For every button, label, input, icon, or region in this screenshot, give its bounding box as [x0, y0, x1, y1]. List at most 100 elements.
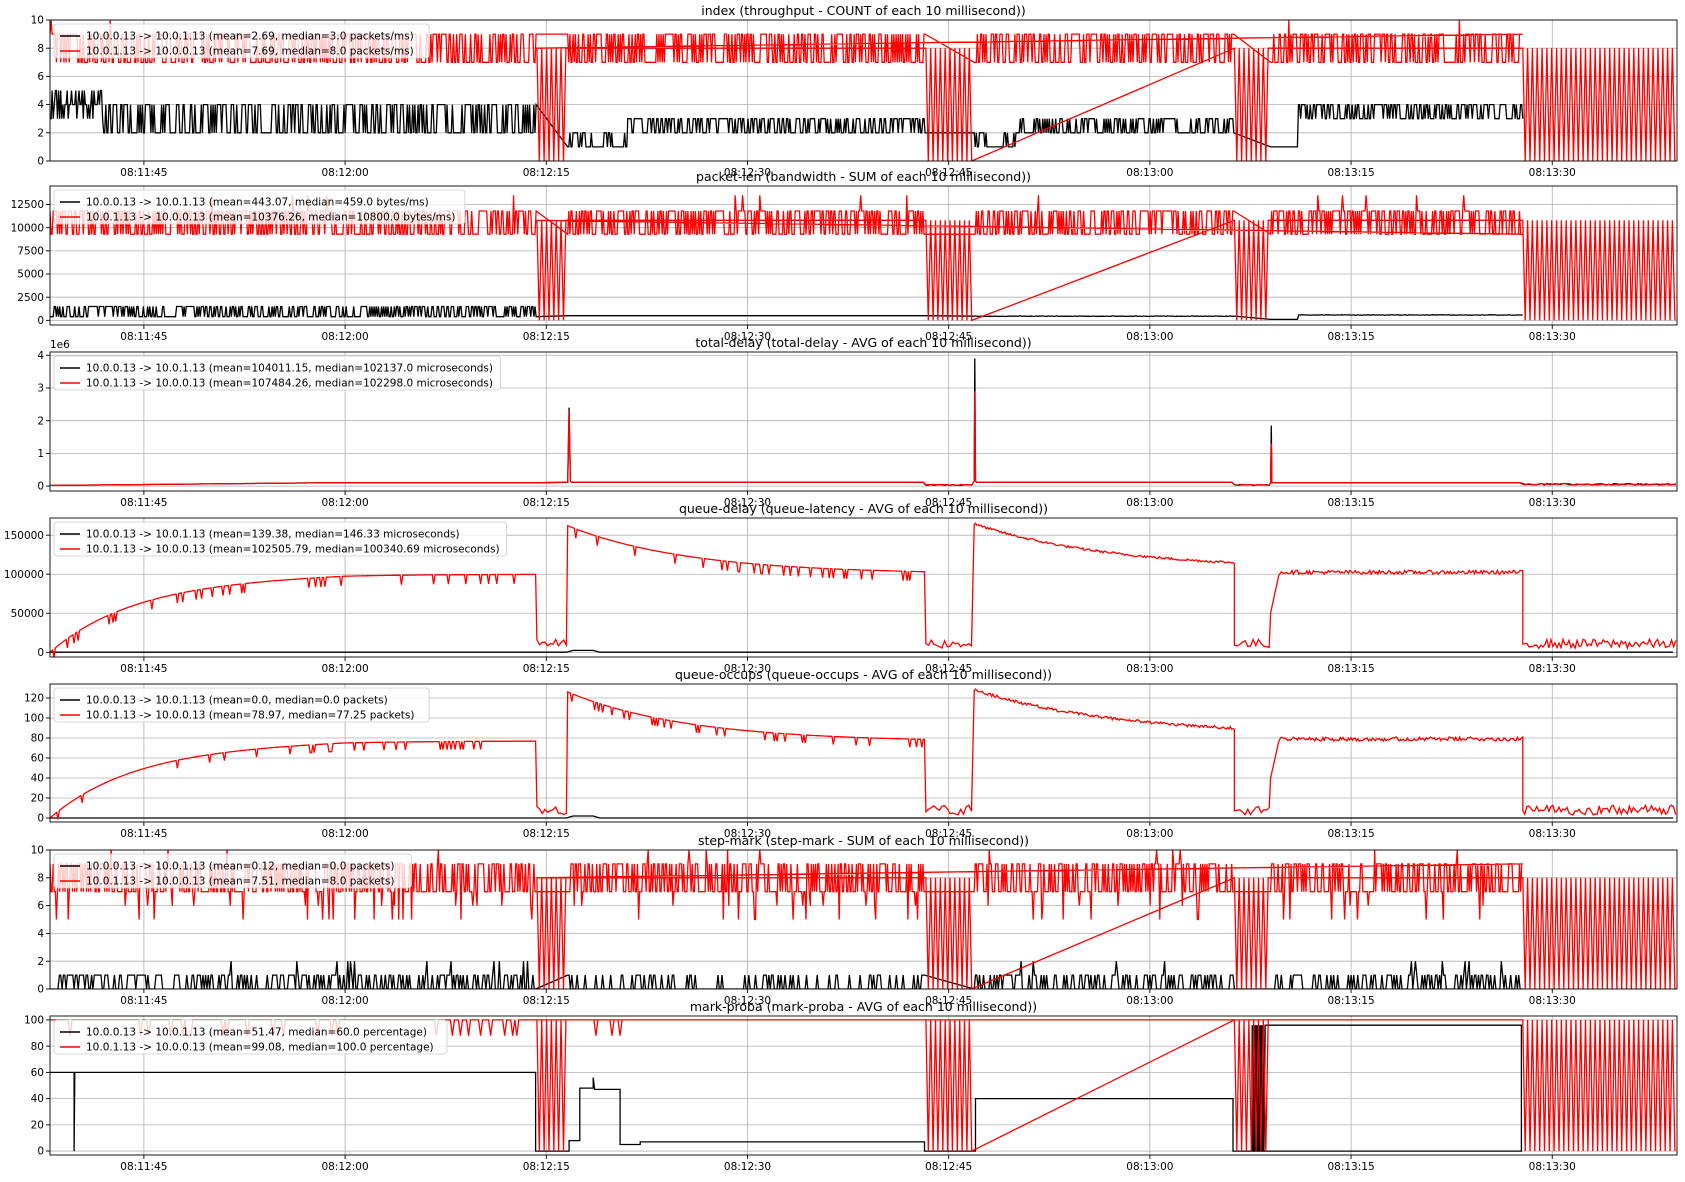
plot-frame	[49, 683, 1678, 823]
x-tick-label: 08:13:15	[1327, 663, 1374, 675]
x-tick-label: 08:12:45	[925, 167, 972, 179]
x-tick-label: 08:13:00	[1126, 497, 1173, 509]
y-tick-label: 4	[37, 928, 44, 940]
legend-entry: 10.0.1.13 -> 10.0.0.13 (mean=99.08, medi…	[86, 1042, 434, 1054]
subplot-6: step-mark (step-mark - SUM of each 10 mi…	[31, 833, 1678, 1007]
x-tick-label: 08:12:00	[322, 663, 369, 675]
y-tick-label: 0	[37, 1146, 44, 1158]
x-tick-label: 08:12:15	[523, 828, 570, 840]
y-tick-label: 4	[37, 99, 44, 111]
x-tick-label: 08:13:30	[1529, 331, 1576, 343]
y-tick-label: 40	[31, 1093, 44, 1105]
x-tick-label: 08:13:15	[1327, 828, 1374, 840]
y-tick-label: 6	[37, 71, 44, 83]
subplot-3: total-delay (total-delay - AVG of each 1…	[37, 335, 1678, 509]
x-tick-label: 08:13:15	[1327, 995, 1374, 1007]
y-tick-label: 100000	[4, 569, 44, 581]
x-tick-label: 08:13:15	[1327, 167, 1374, 179]
subplot-title: queue-occups (queue-occups - AVG of each…	[675, 667, 1052, 682]
y-tick-label: 2500	[17, 292, 44, 304]
y-tick-label: 80	[31, 1041, 44, 1053]
legend-entry: 10.0.0.13 -> 10.0.1.13 (mean=0.12, media…	[86, 861, 394, 873]
x-tick-label: 08:13:30	[1529, 995, 1576, 1007]
y-tick-label: 50000	[11, 608, 44, 620]
legend-entry: 10.0.0.13 -> 10.0.1.13 (mean=139.38, med…	[86, 529, 460, 541]
subplot-1: index (throughput - COUNT of each 10 mil…	[31, 3, 1678, 179]
x-tick-label: 08:11:45	[120, 828, 167, 840]
x-tick-label: 08:13:30	[1529, 663, 1576, 675]
series-line-1	[50, 649, 1673, 653]
y-tick-label: 8	[37, 872, 44, 884]
x-tick-label: 08:12:30	[724, 331, 771, 343]
plot-frame	[49, 185, 1678, 326]
x-tick-label: 08:11:45	[120, 995, 167, 1007]
y-tick-label: 80	[31, 733, 44, 745]
subplot-title: mark-proba (mark-proba - AVG of each 10 …	[690, 999, 1037, 1014]
x-tick-label: 08:13:15	[1327, 1161, 1374, 1173]
x-tick-label: 08:12:15	[523, 663, 570, 675]
legend: 10.0.0.13 -> 10.0.1.13 (mean=2.69, media…	[53, 23, 430, 59]
y-tick-label: 5000	[17, 269, 44, 281]
x-tick-label: 08:12:15	[523, 331, 570, 343]
plot-frame	[49, 351, 1678, 492]
x-tick-label: 08:12:30	[724, 497, 771, 509]
legend-box	[53, 1019, 448, 1055]
x-tick-label: 08:13:00	[1126, 331, 1173, 343]
x-tick-label: 08:13:15	[1327, 331, 1374, 343]
y-tick-label: 40	[31, 773, 44, 785]
legend-box	[53, 687, 430, 723]
legend-box	[53, 355, 501, 391]
y-tick-label: 7500	[17, 245, 44, 257]
y-tick-label: 20	[31, 793, 44, 805]
legend-entry: 10.0.0.13 -> 10.0.1.13 (mean=104011.15, …	[86, 363, 493, 375]
x-tick-label: 08:12:00	[322, 331, 369, 343]
legend-box	[53, 23, 430, 59]
y-tick-label: 0	[37, 984, 44, 996]
x-tick-label: 08:12:30	[724, 1161, 771, 1173]
x-tick-label: 08:12:00	[322, 167, 369, 179]
y-tick-label: 0	[37, 647, 44, 659]
legend: 10.0.0.13 -> 10.0.1.13 (mean=139.38, med…	[53, 521, 507, 557]
y-tick-label: 60	[31, 1067, 44, 1079]
subplot-title: queue-delay (queue-latency - AVG of each…	[679, 501, 1048, 516]
x-tick-label: 08:13:30	[1529, 828, 1576, 840]
y-tick-label: 10000	[11, 222, 44, 234]
x-tick-label: 08:11:45	[120, 167, 167, 179]
x-tick-label: 08:13:00	[1126, 828, 1173, 840]
legend: 10.0.0.13 -> 10.0.1.13 (mean=51.47, medi…	[53, 1019, 448, 1055]
x-tick-label: 08:13:00	[1126, 167, 1173, 179]
x-tick-label: 08:13:00	[1126, 663, 1173, 675]
legend-box	[53, 853, 412, 889]
subplot-2: packet-len (bandwidth - SUM of each 10 m…	[11, 169, 1678, 343]
legend: 10.0.0.13 -> 10.0.1.13 (mean=0.12, media…	[53, 853, 412, 889]
x-tick-label: 08:13:00	[1126, 995, 1173, 1007]
legend-entry: 10.0.1.13 -> 10.0.0.13 (mean=78.97, medi…	[86, 710, 414, 722]
x-tick-label: 08:11:45	[120, 1161, 167, 1173]
legend-box	[53, 189, 466, 225]
x-tick-label: 08:12:45	[925, 828, 972, 840]
y-tick-label: 0	[37, 315, 44, 327]
x-tick-label: 08:12:30	[724, 167, 771, 179]
x-tick-label: 08:13:30	[1529, 167, 1576, 179]
legend-entry: 10.0.1.13 -> 10.0.0.13 (mean=7.69, media…	[86, 46, 414, 58]
subplot-7: mark-proba (mark-proba - AVG of each 10 …	[24, 999, 1678, 1173]
legend-entry: 10.0.1.13 -> 10.0.0.13 (mean=102505.79, …	[86, 544, 500, 556]
x-tick-label: 08:13:15	[1327, 497, 1374, 509]
series-line-1	[50, 89, 1524, 148]
series-line-2	[50, 522, 1677, 657]
legend-entry: 10.0.0.13 -> 10.0.1.13 (mean=2.69, media…	[86, 31, 414, 43]
y-tick-label: 100	[24, 713, 44, 725]
y-tick-label: 2	[37, 127, 44, 139]
x-tick-label: 08:12:15	[523, 167, 570, 179]
legend-entry: 10.0.0.13 -> 10.0.1.13 (mean=51.47, medi…	[86, 1027, 427, 1039]
x-tick-label: 08:12:45	[925, 995, 972, 1007]
x-tick-label: 08:12:45	[925, 497, 972, 509]
x-tick-label: 08:11:45	[120, 663, 167, 675]
y-tick-label: 150000	[4, 530, 44, 542]
x-tick-label: 08:12:00	[322, 995, 369, 1007]
x-tick-label: 08:11:45	[120, 331, 167, 343]
y-tick-label: 4	[37, 350, 44, 362]
legend-entry: 10.0.1.13 -> 10.0.0.13 (mean=10376.26, m…	[86, 212, 455, 224]
y-tick-label: 1	[37, 448, 44, 460]
x-tick-label: 08:12:30	[724, 828, 771, 840]
